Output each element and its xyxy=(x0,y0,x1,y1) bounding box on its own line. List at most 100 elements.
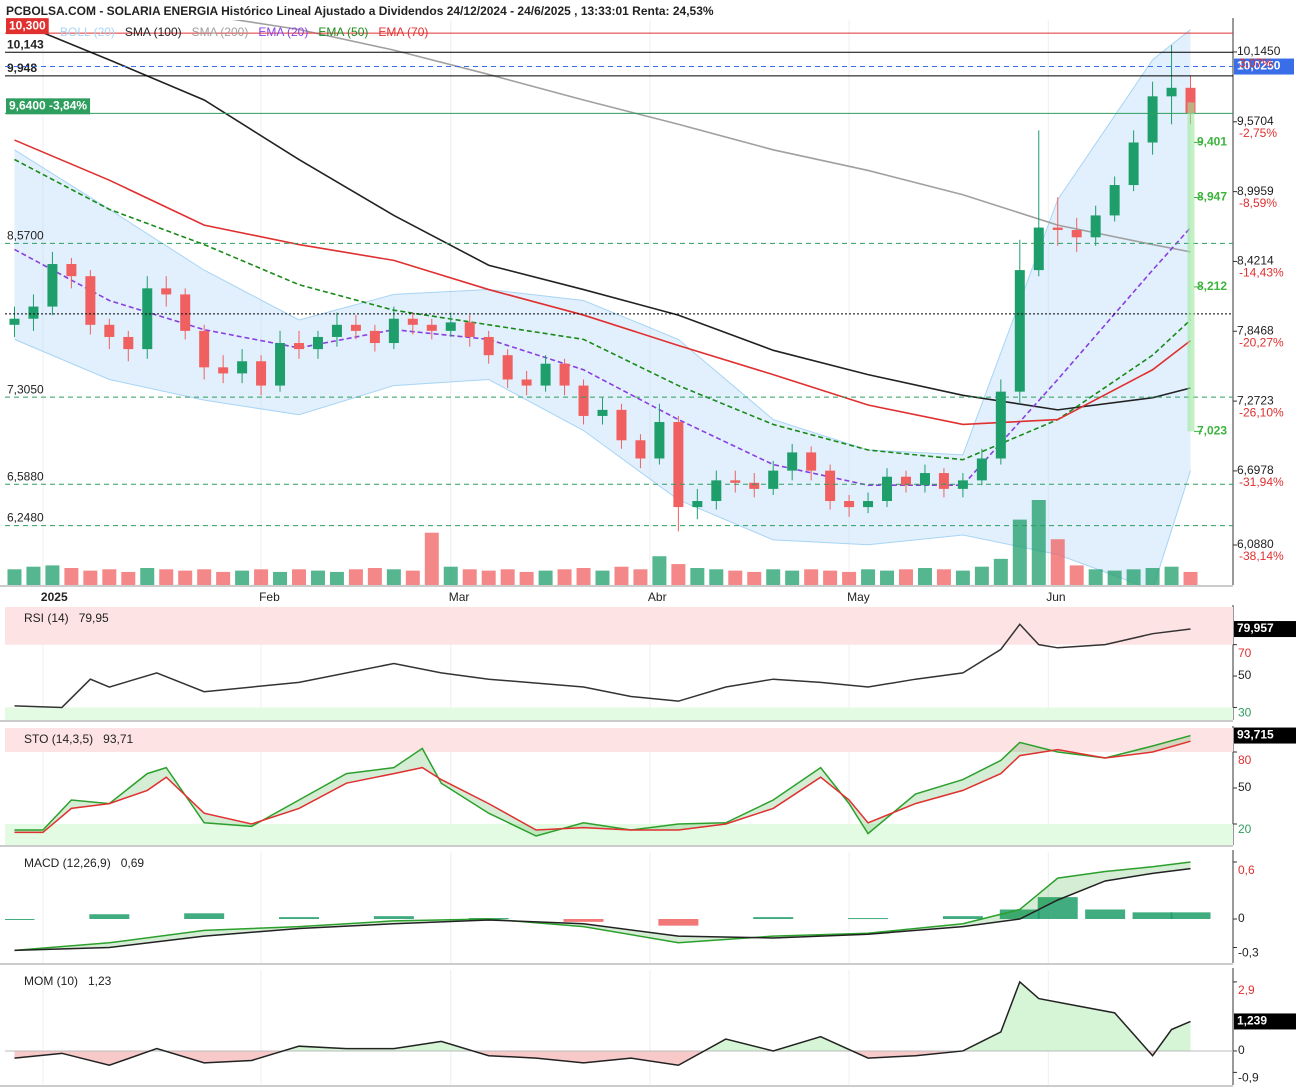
volume-bar xyxy=(102,569,117,585)
candle-body xyxy=(180,294,191,331)
candle-body xyxy=(654,422,665,459)
candle-body xyxy=(692,501,703,508)
indicator-line xyxy=(14,980,1191,1067)
zone xyxy=(5,607,1233,645)
y-tick-label: 20 xyxy=(1238,822,1252,836)
volume-bar xyxy=(785,570,800,585)
histogram-bar xyxy=(373,916,414,919)
volume-bar xyxy=(557,569,572,585)
price-box: 10,0250 xyxy=(1234,58,1294,75)
candle-body xyxy=(237,361,248,374)
y-tick-pct: -8,59% xyxy=(1239,196,1277,210)
volume-bar xyxy=(974,566,989,585)
histogram-bar xyxy=(1037,897,1078,919)
zone xyxy=(5,707,1233,720)
volume-bar xyxy=(1031,500,1046,585)
y-tick-label: 50 xyxy=(1238,780,1252,794)
volume-bar xyxy=(273,571,288,585)
histogram-bar xyxy=(999,909,1040,919)
volume-bar xyxy=(652,556,667,585)
level-label-bg xyxy=(6,18,49,35)
candle-body xyxy=(1185,87,1196,114)
candle-body xyxy=(47,264,58,307)
candle-body xyxy=(199,330,210,368)
y-tick-pct: -14,43% xyxy=(1239,266,1284,280)
volume-bar xyxy=(405,570,420,585)
candle-body xyxy=(350,324,361,331)
candle-body xyxy=(635,440,646,459)
panel-label: RSI (14) xyxy=(24,611,69,625)
volume-bar xyxy=(1126,569,1141,585)
y-tick-pct: -26,10% xyxy=(1239,405,1284,419)
indicator-line xyxy=(14,227,1192,487)
candle-body xyxy=(616,409,627,441)
candle-body xyxy=(730,480,741,483)
value-box-bg xyxy=(1234,621,1296,638)
y-tick-label: 8,9959 xyxy=(1237,184,1274,198)
fib-bar xyxy=(1187,102,1195,432)
indicator-line xyxy=(14,158,1192,461)
indicator-line xyxy=(14,623,1191,709)
candle-body xyxy=(9,318,20,325)
candle-body xyxy=(445,322,456,331)
volume-bar xyxy=(576,568,591,585)
legend-entry: BOLL (20) xyxy=(60,25,115,39)
y-tick-label: 10,1450 xyxy=(1237,44,1281,58)
zone xyxy=(5,728,1233,752)
volume-bar xyxy=(462,569,477,585)
volume-bar xyxy=(83,570,98,585)
annotation-label: 9,401 xyxy=(1197,135,1227,149)
panel-label: MACD (12,26,9) xyxy=(24,856,111,870)
x-tick-label: Feb xyxy=(259,590,280,604)
candle-body xyxy=(900,476,911,486)
volume-bar xyxy=(804,569,819,585)
candle-body xyxy=(161,288,172,295)
candle-body xyxy=(483,336,494,356)
candle-body xyxy=(1090,215,1101,238)
y-tick-label: 0,6 xyxy=(1238,863,1255,877)
volume-bar xyxy=(1164,566,1179,585)
candle-body xyxy=(882,476,893,502)
y-tick-label: 30 xyxy=(1238,706,1252,720)
level-label: 7,3050 xyxy=(7,382,44,396)
histogram-bar xyxy=(848,918,889,920)
candle-body xyxy=(104,324,115,337)
legend-entry: EMA (20) xyxy=(258,25,308,39)
volume-bar xyxy=(64,568,79,585)
legend-entry: SMA (100) xyxy=(125,25,182,39)
y-tick-label: 70 xyxy=(1238,646,1252,660)
volume-bar xyxy=(747,571,762,585)
plot-area xyxy=(5,861,1211,952)
candle-body xyxy=(388,318,399,344)
panel-label: STO (14,3,5) xyxy=(24,732,93,746)
panel-value: 1,23 xyxy=(88,974,112,988)
volume-bar xyxy=(519,571,534,585)
volume-bar xyxy=(728,570,743,585)
level-label-text: 10,300 xyxy=(9,18,46,32)
legend-entry: EMA (50) xyxy=(318,25,368,39)
candle-body xyxy=(1052,227,1063,231)
candle-body xyxy=(844,501,855,508)
volume-bar xyxy=(26,566,41,585)
indicator-line xyxy=(14,139,1192,426)
y-tick-pct: -31,94% xyxy=(1239,475,1284,489)
candle-body xyxy=(1166,87,1177,97)
level-label: 9,6400 -3,84% xyxy=(6,98,91,115)
volume-bar xyxy=(1069,565,1084,585)
volume-bar xyxy=(348,569,363,585)
plot-area xyxy=(7,20,1198,585)
candle-body xyxy=(749,482,760,489)
y-tick-label: 0 xyxy=(1238,911,1245,925)
volume-bar xyxy=(45,565,60,585)
volume-bar xyxy=(121,571,136,585)
value-box-text: 79,957 xyxy=(1237,621,1274,635)
volume-bar xyxy=(216,571,231,585)
plot-area xyxy=(5,728,1233,845)
y-tick-label: 2,9 xyxy=(1238,983,1255,997)
volume-bar xyxy=(159,569,174,585)
candle-body xyxy=(123,336,134,350)
candle-body xyxy=(66,264,77,277)
volume-bar xyxy=(766,569,781,585)
histogram-bar xyxy=(942,916,983,919)
